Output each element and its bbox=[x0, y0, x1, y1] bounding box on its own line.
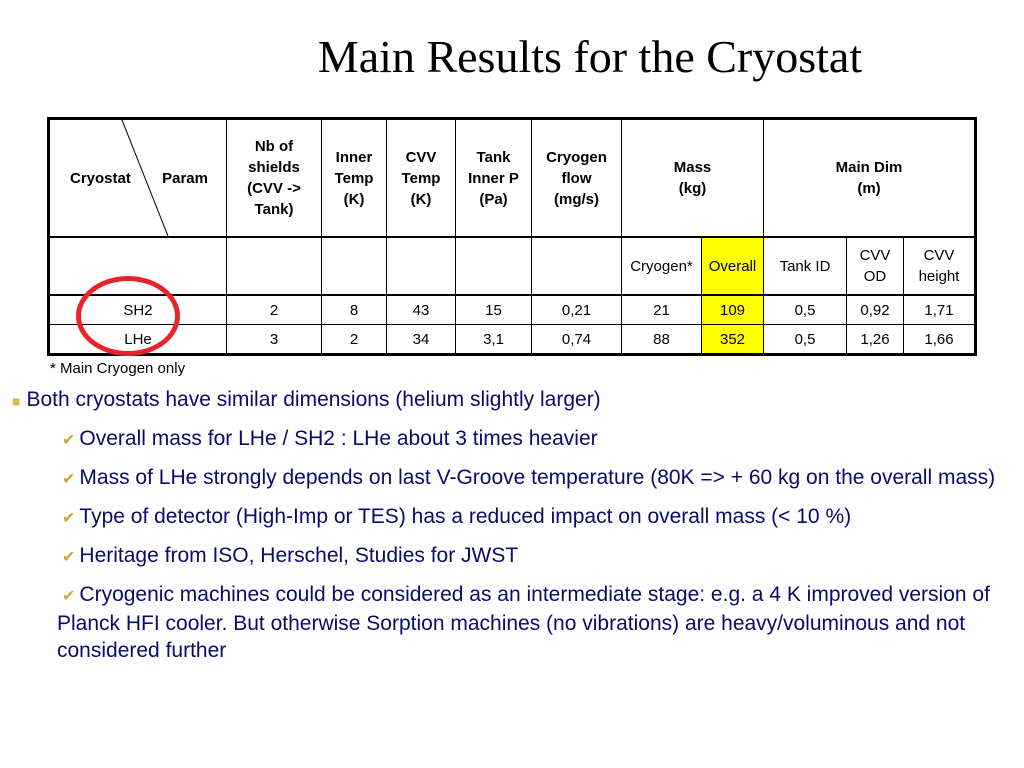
subheader: CVV OD bbox=[846, 236, 904, 296]
highlight-circle bbox=[76, 276, 180, 356]
bullet: ✔ Type of detector (High-Imp or TES) has … bbox=[57, 503, 1020, 532]
cell: 1,26 bbox=[846, 324, 904, 355]
bullet-text: Cryogenic machines could be considered a… bbox=[57, 583, 990, 662]
cell: 1,71 bbox=[903, 294, 976, 325]
cell: 1,66 bbox=[903, 324, 976, 355]
bullet: ✔ Heritage from ISO, Herschel, Studies fo… bbox=[57, 542, 1020, 571]
cell: 352 bbox=[701, 324, 764, 355]
cell: 88 bbox=[621, 324, 702, 355]
cell: 3 bbox=[226, 324, 322, 355]
cell: 21 bbox=[621, 294, 702, 325]
diagonal bbox=[121, 120, 169, 236]
empty-cell bbox=[386, 236, 456, 296]
cell: 8 bbox=[321, 294, 387, 325]
corner-label: Cryostat bbox=[70, 169, 131, 187]
results-table: Cryostat Param Nb of shields (CVV -> Tank)… bbox=[47, 117, 977, 356]
column-header: Nb of shields (CVV -> Tank) bbox=[226, 118, 322, 238]
header-row: Cryostat Param Nb of shields (CVV -> Tank)… bbox=[48, 118, 976, 238]
corner-cell: Cryostat Param bbox=[48, 118, 227, 238]
cell: 2 bbox=[321, 324, 387, 355]
bullet-list: ■ Both cryostats have similar dimensions … bbox=[0, 386, 1020, 674]
bullet: ✔ Cryogenic machines could be considered … bbox=[57, 581, 1020, 664]
bullet: ✔ Mass of LHe strongly depends on last V-… bbox=[57, 464, 1020, 493]
subheader: CVV height bbox=[903, 236, 976, 296]
bullet-marker: ✔ bbox=[62, 549, 76, 566]
bullet-text: Type of detector (High-Imp or TES) has a… bbox=[79, 505, 852, 528]
column-header: Inner Temp (K) bbox=[321, 118, 387, 238]
column-header: Cryogen flow (mg/s) bbox=[531, 118, 622, 238]
empty-cell bbox=[531, 236, 622, 296]
cell: 2 bbox=[226, 294, 322, 325]
corner-labels: Cryostat Param bbox=[50, 168, 226, 189]
cell: 0,92 bbox=[846, 294, 904, 325]
data-row: LHe 3 2 34 3,1 0,74 88 352 0,5 1,26 1,66 bbox=[48, 324, 976, 355]
bullet-text: Mass of LHe strongly depends on last V-G… bbox=[79, 466, 996, 489]
cell: 43 bbox=[386, 294, 456, 325]
slide-title: Main Results for the Cryostat bbox=[317, 31, 863, 82]
subheader: Tank ID bbox=[763, 236, 847, 296]
cell: 15 bbox=[455, 294, 532, 325]
corner-graphic bbox=[121, 120, 169, 236]
cell: 0,5 bbox=[763, 294, 847, 325]
cell: 0,5 bbox=[763, 324, 847, 355]
column-header: CVV Temp (K) bbox=[386, 118, 456, 238]
bullet-marker: ✔ bbox=[62, 432, 76, 449]
bullet: ✔ Overall mass for LHe / SH2 : LHe about … bbox=[57, 425, 1020, 454]
cell: 109 bbox=[701, 294, 764, 325]
column-header: Tank Inner P (Pa) bbox=[455, 118, 532, 238]
bullet-marker: ✔ bbox=[62, 588, 76, 605]
bullet-text: Both cryostats have similar dimensions (… bbox=[26, 388, 601, 411]
bullet-marker: ✔ bbox=[62, 471, 76, 488]
empty-cell bbox=[321, 236, 387, 296]
bullet-text: Heritage from ISO, Herschel, Studies for… bbox=[79, 544, 519, 567]
cell: 3,1 bbox=[455, 324, 532, 355]
subheader-row: Cryogen* Overall Tank ID CVV OD CVV height bbox=[48, 236, 976, 296]
cell: 0,21 bbox=[531, 294, 622, 325]
bullet-marker: ■ bbox=[12, 393, 21, 409]
bullet: ■ Both cryostats have similar dimensions … bbox=[12, 386, 1020, 415]
bullet-text: Overall mass for LHe / SH2 : LHe about 3… bbox=[79, 427, 598, 450]
column-header: Main Dim (m) bbox=[763, 118, 976, 238]
corner-label: Param bbox=[162, 169, 208, 187]
subheader: Cryogen* bbox=[621, 236, 702, 296]
bullet-marker: ✔ bbox=[62, 510, 76, 527]
subheader: Overall bbox=[701, 236, 764, 296]
column-header: Mass (kg) bbox=[621, 118, 764, 238]
data-row: SH2 2 8 43 15 0,21 21 109 0,5 0,92 1,71 bbox=[48, 294, 976, 325]
empty-cell bbox=[226, 236, 322, 296]
footnote: * Main Cryogen only bbox=[50, 360, 186, 377]
empty-cell bbox=[455, 236, 532, 296]
cell: 0,74 bbox=[531, 324, 622, 355]
cell: 34 bbox=[386, 324, 456, 355]
